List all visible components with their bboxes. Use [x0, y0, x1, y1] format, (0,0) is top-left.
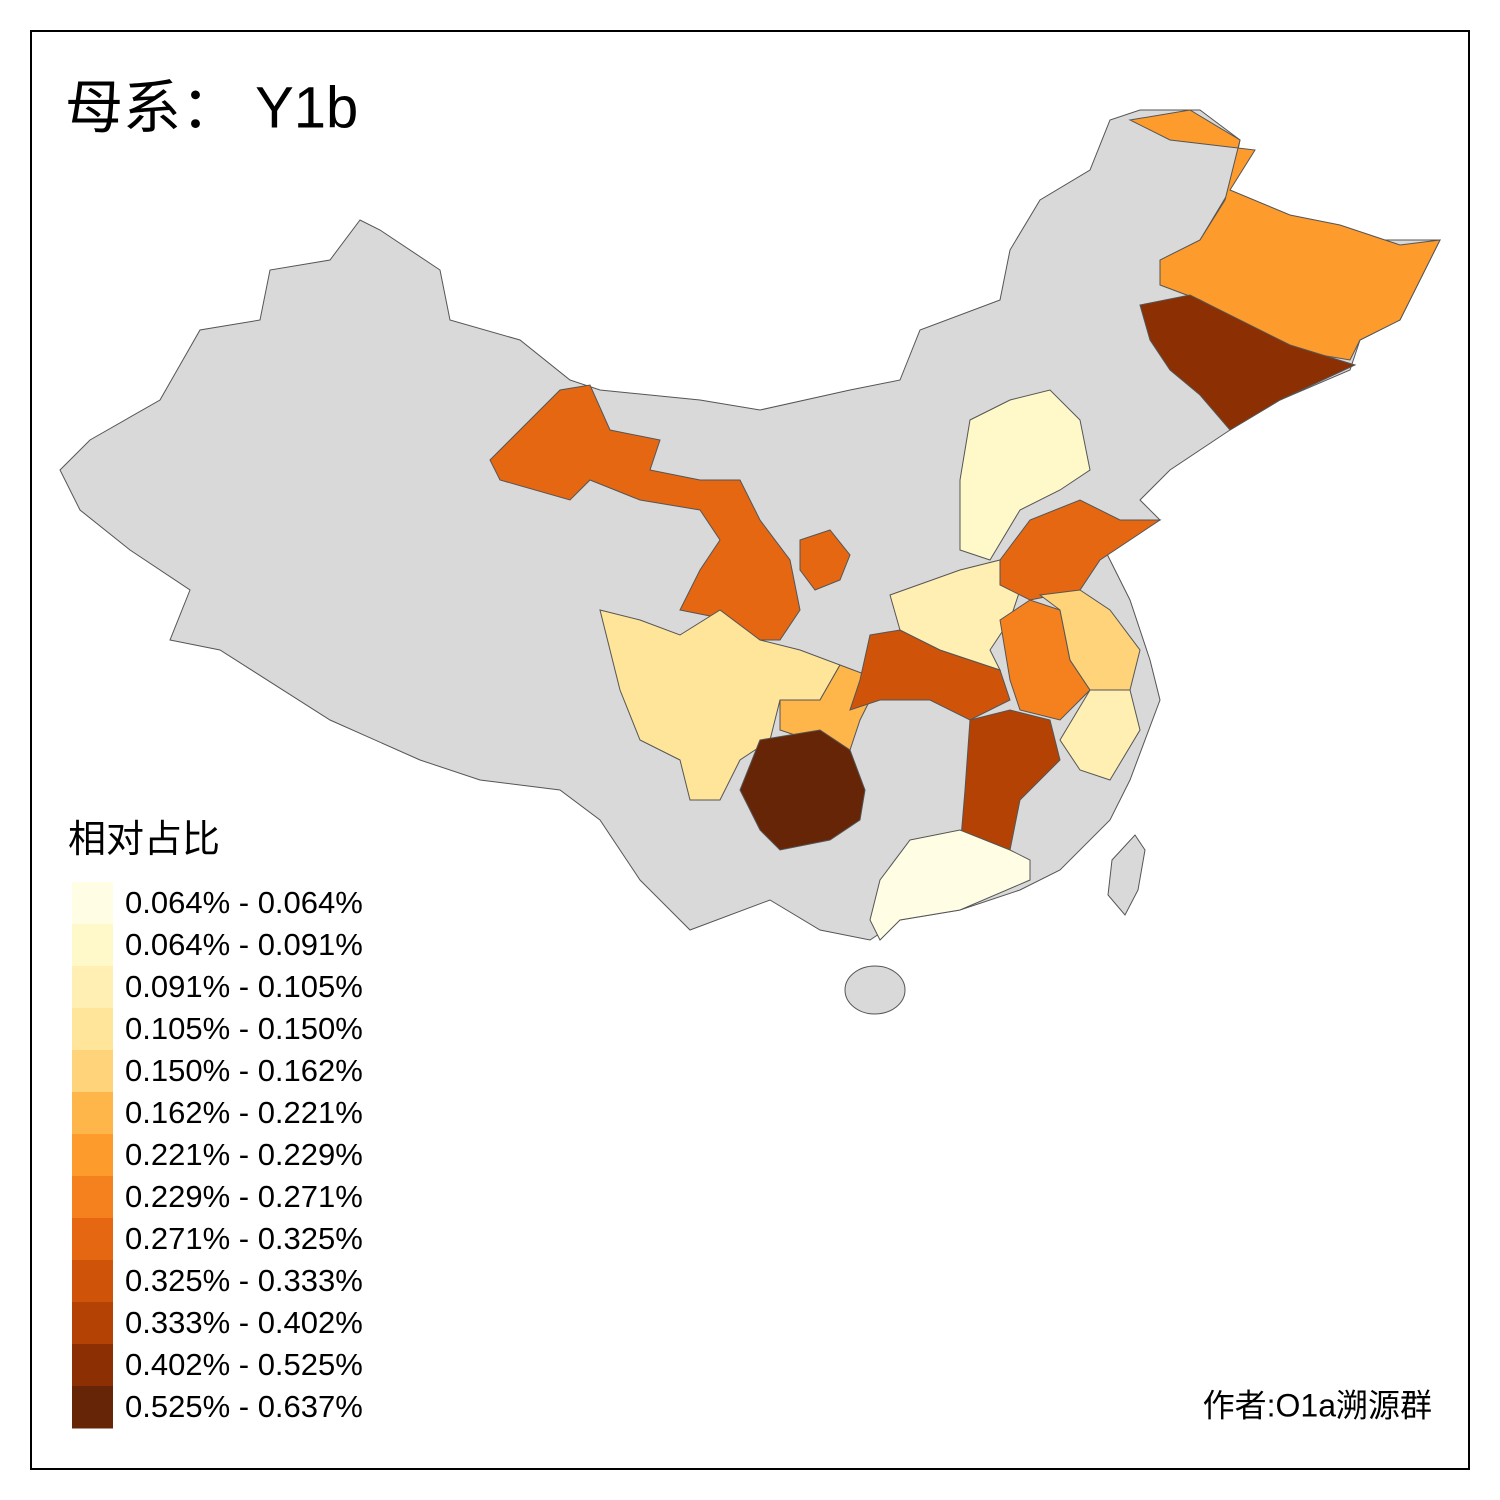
province: [799, 529, 851, 591]
legend-label: 0.333% - 0.402%: [125, 1305, 363, 1340]
legend-label: 0.091% - 0.105%: [125, 969, 363, 1004]
province: [959, 709, 1061, 851]
legend-label: 0.271% - 0.325%: [125, 1221, 363, 1256]
legend-swatch: [72, 966, 113, 1009]
legend-label: 0.325% - 0.333%: [125, 1263, 363, 1298]
base-map: [59, 109, 1441, 1015]
legend-swatch: [72, 1386, 113, 1429]
province: [999, 499, 1162, 601]
province: [739, 729, 866, 851]
legend-swatch: [72, 1260, 113, 1303]
legend-label: 0.105% - 0.150%: [125, 1011, 363, 1046]
legend-swatch: [72, 1050, 113, 1093]
legend-swatch: [72, 1344, 113, 1387]
legend-title: 相对占比: [68, 819, 220, 861]
province: [959, 389, 1091, 561]
legend-label: 0.402% - 0.525%: [125, 1347, 363, 1382]
legend-label: 0.064% - 0.091%: [125, 927, 363, 962]
legend-swatch: [72, 1176, 113, 1219]
legend-label: 0.525% - 0.637%: [125, 1389, 363, 1424]
legend-label: 0.064% - 0.064%: [125, 885, 363, 920]
province: [1128, 109, 1441, 361]
legend-swatch: [72, 1092, 113, 1135]
legend-label: 0.162% - 0.221%: [125, 1095, 363, 1130]
legend-label: 0.229% - 0.271%: [125, 1179, 363, 1214]
legend-label: 0.221% - 0.229%: [125, 1137, 363, 1172]
province: [889, 559, 1021, 671]
legend-label: 0.150% - 0.162%: [125, 1053, 363, 1088]
legend-swatch: [72, 882, 113, 925]
province: [489, 384, 801, 641]
credit: 作者:O1a溯源群: [1203, 1387, 1432, 1423]
legend-swatch: [72, 1302, 113, 1345]
hainan: [844, 965, 906, 1015]
province: [869, 829, 1031, 941]
province: [1059, 689, 1141, 781]
map-title: 母系： Y1b: [65, 75, 358, 140]
province: [1139, 294, 1357, 431]
legend-swatch: [72, 1218, 113, 1261]
legend-swatch: [72, 1134, 113, 1177]
legend-swatch: [72, 1008, 113, 1051]
taiwan: [1107, 834, 1146, 916]
legend-swatch: [72, 924, 113, 967]
